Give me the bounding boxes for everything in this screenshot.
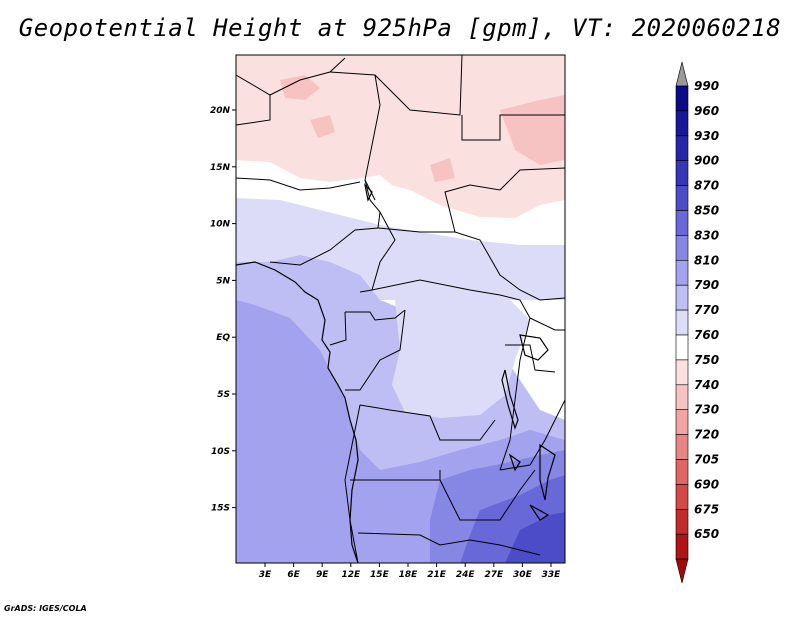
lat-tick-label: 5N xyxy=(216,276,230,286)
colorbar-swatch xyxy=(675,110,689,137)
colorbar-label: 770 xyxy=(694,303,719,317)
colorbar-swatch xyxy=(675,235,689,261)
longitude-axis: 3E 6E 9E 12E 15E 18E 21E 24E 27E 30E 33E xyxy=(259,563,561,580)
colorbar-swatch xyxy=(675,384,689,410)
colorbar-label: 930 xyxy=(694,129,719,143)
coastline xyxy=(236,261,359,563)
colorbar-swatch xyxy=(675,309,689,336)
lat-tick-label: 20N xyxy=(210,106,231,116)
colorbar-label: 850 xyxy=(694,204,719,218)
colorbar-label: 650 xyxy=(694,527,719,541)
colorbar-swatch xyxy=(675,334,689,361)
lat-tick-label: EQ xyxy=(216,333,230,343)
lon-tick-label: 33E xyxy=(542,570,562,580)
colorbar-swatch xyxy=(675,533,689,560)
country-borders xyxy=(236,55,565,563)
colorbar-label: 730 xyxy=(694,403,719,417)
colorbar-label: 990 xyxy=(694,79,719,93)
colorbar-label: 790 xyxy=(694,278,719,292)
lat-tick-label: 10S xyxy=(211,447,230,457)
lon-tick-label: 21E xyxy=(427,570,447,580)
colorbar-label: 870 xyxy=(694,179,719,193)
lon-tick-label: 18E xyxy=(399,570,419,580)
credit-text: GrADS: IGES/COLA xyxy=(4,604,87,613)
lon-tick-label: 24E xyxy=(456,570,476,580)
latitude-axis: 20N 15N 10N 5N EQ 5S 10S 15S xyxy=(210,106,236,514)
lat-tick-label: 5S xyxy=(217,390,230,400)
colorbar-label: 690 xyxy=(694,477,719,491)
colorbar-top-arrow xyxy=(675,61,689,87)
colorbar-swatch xyxy=(675,210,689,236)
lon-tick-label: 9E xyxy=(316,570,329,580)
colorbar-label: 760 xyxy=(694,328,719,342)
colorbar-label: 750 xyxy=(694,353,719,367)
colorbar-swatch xyxy=(675,135,689,162)
map-frame xyxy=(235,54,566,564)
colorbar-swatch xyxy=(675,484,689,510)
colorbar-swatch xyxy=(675,259,689,286)
colorbar-swatch xyxy=(675,284,689,311)
colorbar-label: 675 xyxy=(694,502,719,516)
lon-tick-label: 15E xyxy=(370,570,390,580)
lakes xyxy=(364,183,556,521)
contour-fill-750 xyxy=(236,55,565,218)
lon-tick-label: 6E xyxy=(287,570,300,580)
colorbar-swatch xyxy=(675,508,689,535)
colorbar-label: 810 xyxy=(694,253,719,267)
colorbar-label: 900 xyxy=(694,154,719,168)
lat-tick-label: 15S xyxy=(211,504,230,514)
contour-fill-740 xyxy=(430,158,455,182)
colorbar-bottom-arrow xyxy=(675,558,689,584)
colorbar-label: 830 xyxy=(694,228,719,242)
colorbar-swatch xyxy=(675,434,689,460)
chart-title: Geopotential Height at 925hPa [gpm], VT:… xyxy=(18,14,782,42)
colorbar-swatch xyxy=(675,185,689,211)
colorbar-swatch xyxy=(675,359,689,386)
contour-fill-740 xyxy=(280,75,320,100)
colorbar-label: 740 xyxy=(694,378,719,392)
contour-fill-740 xyxy=(500,95,565,165)
lon-tick-label: 30E xyxy=(513,570,533,580)
colorbar-swatch xyxy=(675,409,689,435)
lat-tick-label: 10N xyxy=(210,220,231,230)
colorbar-label: 960 xyxy=(694,104,719,118)
lon-tick-label: 12E xyxy=(341,570,361,580)
colorbar-swatch xyxy=(675,459,689,485)
contour-fill-770 xyxy=(392,288,530,418)
colorbar-swatch xyxy=(675,160,689,186)
contour-fill-740 xyxy=(310,115,335,138)
colorbar-label: 705 xyxy=(694,453,719,467)
colorbar-swatch xyxy=(675,85,689,112)
colorbar-label: 720 xyxy=(694,428,719,442)
lon-tick-label: 27E xyxy=(484,570,504,580)
lat-tick-label: 15N xyxy=(210,163,231,173)
lon-tick-label: 3E xyxy=(259,570,272,580)
